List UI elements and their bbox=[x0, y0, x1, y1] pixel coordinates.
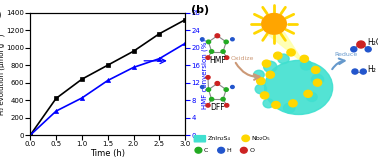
Circle shape bbox=[304, 90, 312, 97]
Circle shape bbox=[215, 34, 220, 38]
Polygon shape bbox=[268, 33, 304, 64]
Ellipse shape bbox=[265, 60, 333, 114]
Circle shape bbox=[255, 84, 266, 94]
Circle shape bbox=[263, 61, 277, 72]
Circle shape bbox=[365, 47, 371, 52]
Circle shape bbox=[301, 60, 312, 70]
Circle shape bbox=[262, 60, 271, 67]
Circle shape bbox=[360, 69, 366, 74]
Circle shape bbox=[206, 56, 210, 59]
Y-axis label: HMF conversion (%): HMF conversion (%) bbox=[202, 39, 208, 109]
Circle shape bbox=[209, 97, 214, 101]
Text: Oxidize: Oxidize bbox=[230, 56, 254, 61]
Circle shape bbox=[206, 40, 211, 44]
Circle shape bbox=[272, 101, 280, 108]
X-axis label: Time (h): Time (h) bbox=[90, 149, 125, 158]
Circle shape bbox=[200, 38, 204, 41]
Text: H₂O: H₂O bbox=[367, 38, 378, 47]
Text: H: H bbox=[227, 148, 232, 153]
Text: Nb₂O₅: Nb₂O₅ bbox=[251, 136, 270, 141]
Circle shape bbox=[313, 79, 322, 86]
Circle shape bbox=[221, 50, 225, 53]
Circle shape bbox=[206, 88, 211, 91]
Circle shape bbox=[224, 88, 228, 91]
Text: Reduce: Reduce bbox=[334, 52, 358, 57]
Circle shape bbox=[206, 104, 210, 107]
Circle shape bbox=[215, 82, 220, 85]
Circle shape bbox=[287, 49, 295, 56]
Circle shape bbox=[262, 14, 287, 34]
Circle shape bbox=[231, 38, 234, 41]
Text: (a): (a) bbox=[0, 10, 2, 20]
Circle shape bbox=[260, 92, 269, 99]
Circle shape bbox=[242, 135, 249, 142]
Circle shape bbox=[274, 52, 282, 59]
Circle shape bbox=[284, 103, 295, 113]
Circle shape bbox=[209, 50, 214, 53]
Circle shape bbox=[200, 86, 204, 88]
Circle shape bbox=[300, 55, 308, 62]
Circle shape bbox=[225, 56, 229, 59]
Circle shape bbox=[225, 104, 229, 107]
FancyBboxPatch shape bbox=[194, 136, 206, 142]
Circle shape bbox=[289, 100, 297, 107]
Circle shape bbox=[311, 74, 324, 85]
Text: DFF: DFF bbox=[210, 103, 225, 112]
Text: C: C bbox=[204, 148, 209, 153]
Circle shape bbox=[240, 147, 247, 153]
Circle shape bbox=[352, 69, 358, 74]
Circle shape bbox=[257, 78, 265, 85]
Circle shape bbox=[221, 97, 225, 101]
Circle shape bbox=[263, 99, 274, 108]
Circle shape bbox=[311, 66, 320, 73]
Circle shape bbox=[195, 147, 202, 153]
Circle shape bbox=[231, 86, 234, 88]
Circle shape bbox=[254, 70, 264, 79]
Circle shape bbox=[224, 40, 228, 44]
Circle shape bbox=[218, 147, 225, 153]
Text: O: O bbox=[249, 148, 254, 153]
Circle shape bbox=[278, 54, 289, 64]
Y-axis label: H₂ evolution (μmol g⁻¹): H₂ evolution (μmol g⁻¹) bbox=[0, 33, 5, 115]
Text: HMF: HMF bbox=[209, 56, 226, 65]
Circle shape bbox=[351, 47, 357, 52]
Text: H₂: H₂ bbox=[367, 66, 376, 74]
Circle shape bbox=[206, 76, 210, 79]
Circle shape bbox=[307, 93, 317, 101]
Text: (b): (b) bbox=[191, 5, 209, 15]
Text: ZnIn₂S₄: ZnIn₂S₄ bbox=[208, 136, 231, 141]
Circle shape bbox=[357, 41, 365, 48]
Circle shape bbox=[266, 71, 274, 78]
